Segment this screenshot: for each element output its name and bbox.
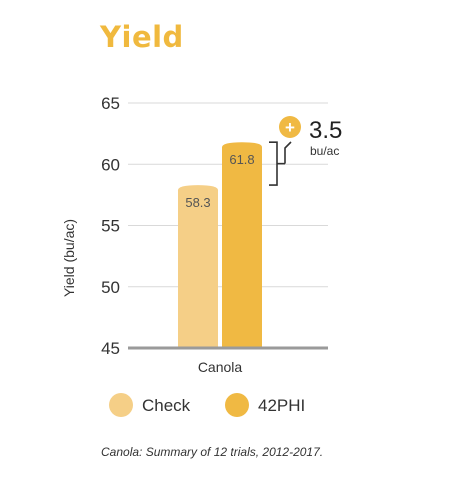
bar-check [178, 185, 218, 348]
y-tick-label: 60 [101, 155, 120, 174]
bar-value-label: 61.8 [229, 152, 254, 167]
bar-42phi [222, 142, 262, 348]
difference-bracket [269, 141, 278, 186]
bar-value-label: 58.3 [185, 195, 210, 210]
y-tick-label: 55 [101, 217, 120, 236]
legend-swatch-42phi [225, 393, 249, 417]
legend: Check 42PHI [109, 393, 305, 417]
chart-title: Yield [100, 20, 184, 54]
legend-label: Check [142, 396, 191, 415]
legend-label: 42PHI [258, 396, 305, 415]
difference-value: 3.5 [309, 117, 342, 144]
plus-badge [279, 116, 301, 138]
y-tick-label: 45 [101, 339, 120, 358]
y-tick-label: 50 [101, 278, 120, 297]
y-tick-label: 65 [101, 94, 120, 113]
category-label: Canola [198, 359, 243, 375]
plus-icon: + [285, 118, 295, 137]
legend-swatch-check [109, 393, 133, 417]
y-axis-title: Yield (bu/ac) [61, 219, 77, 297]
bars: 58.3 61.8 [178, 142, 262, 348]
difference-annotation: +3.5bu/ac [269, 116, 342, 186]
y-axis-ticks: 45 50 55 60 65 [101, 94, 120, 358]
difference-unit: bu/ac [310, 144, 339, 158]
bracket-leader [284, 141, 292, 164]
footnote: Canola: Summary of 12 trials, 2012-2017. [101, 445, 324, 459]
